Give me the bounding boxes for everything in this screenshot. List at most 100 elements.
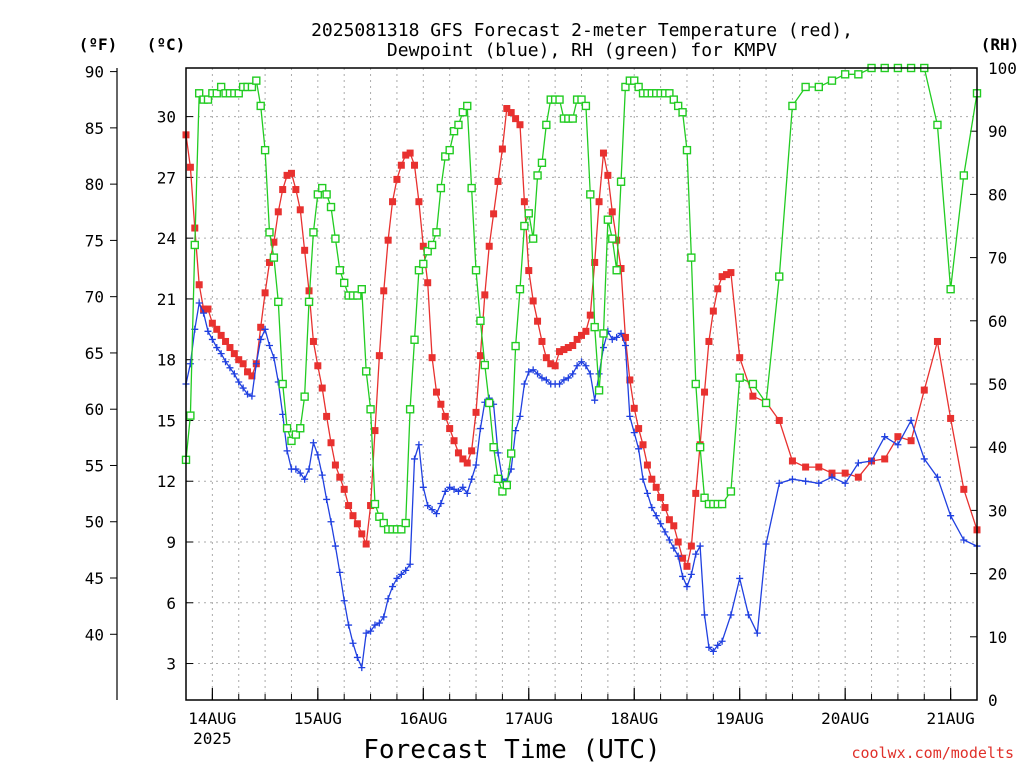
celsius-tick-label-12: 12 bbox=[157, 472, 176, 491]
temperature-point bbox=[617, 265, 625, 273]
rh-point bbox=[621, 82, 630, 92]
dewpoint-point bbox=[454, 487, 462, 495]
dewpoint-point bbox=[608, 335, 616, 343]
temperature-point bbox=[459, 455, 467, 463]
x-tick-label-15AUG: 15AUG bbox=[294, 709, 342, 728]
dewpoint-point bbox=[815, 479, 823, 487]
rh-point bbox=[260, 145, 270, 155]
rh-point bbox=[186, 411, 195, 420]
dewpoint-point bbox=[617, 329, 625, 337]
dewpoint-point bbox=[775, 479, 783, 487]
rh-point bbox=[366, 405, 375, 414]
rh-point bbox=[493, 474, 503, 483]
rh-tick-label-20: 20 bbox=[988, 565, 1007, 584]
dewpoint-point bbox=[661, 528, 669, 536]
fahrenheit-tick-label-65: 65 bbox=[85, 344, 104, 363]
dewpoint-point bbox=[516, 412, 524, 420]
rh-point bbox=[463, 101, 472, 111]
temperature-point bbox=[481, 291, 489, 299]
rh-tick-label-70: 70 bbox=[988, 249, 1007, 268]
temperature-point bbox=[296, 206, 304, 214]
temperature-point bbox=[802, 463, 810, 471]
rh-point bbox=[748, 379, 758, 389]
temperature-point bbox=[274, 208, 282, 216]
rh-point bbox=[331, 234, 340, 243]
temperature-point bbox=[718, 273, 726, 281]
rh-point bbox=[449, 126, 459, 136]
rh-point bbox=[616, 177, 626, 186]
temperature-point bbox=[894, 433, 902, 441]
temperature-point bbox=[287, 169, 295, 177]
temperature-point bbox=[608, 208, 616, 216]
rh-point bbox=[410, 335, 419, 344]
rh-point bbox=[296, 424, 305, 433]
dewpoint-point bbox=[432, 510, 440, 518]
dewpoint-point bbox=[788, 475, 796, 483]
dewpoint-point bbox=[257, 335, 265, 343]
dewpoint-point bbox=[687, 570, 695, 578]
rh-tick-label-50: 50 bbox=[988, 375, 1007, 394]
temperature-point bbox=[419, 242, 427, 250]
dewpoint-point bbox=[696, 542, 704, 550]
rh-point bbox=[419, 259, 428, 269]
dewpoint-point bbox=[327, 518, 335, 526]
rh-point bbox=[520, 221, 529, 231]
rh-point bbox=[528, 234, 538, 243]
rh-point bbox=[265, 228, 274, 237]
temperature-point bbox=[314, 362, 322, 370]
temperature-point bbox=[542, 354, 550, 362]
temperature-point bbox=[534, 317, 542, 325]
rh-point bbox=[423, 247, 432, 256]
dewpoint-point bbox=[230, 370, 238, 378]
dewpoint-point bbox=[907, 416, 915, 424]
dewpoint-point bbox=[529, 366, 537, 374]
rh-tick-label-60: 60 bbox=[988, 312, 1007, 331]
dewpoint-point bbox=[186, 360, 194, 368]
rh-point bbox=[291, 430, 301, 439]
rh-point bbox=[511, 341, 520, 351]
temperature-point bbox=[222, 337, 230, 345]
temperature-point bbox=[828, 469, 836, 477]
rh-point bbox=[726, 487, 736, 496]
dewpoint-point bbox=[960, 536, 968, 544]
dewpoint-point bbox=[639, 475, 647, 483]
temperature-point bbox=[292, 186, 300, 194]
dewpoint-point bbox=[397, 570, 405, 578]
temperature-point bbox=[525, 267, 533, 275]
rh-point bbox=[471, 266, 481, 275]
temperature-point bbox=[652, 483, 660, 491]
temperature-point bbox=[635, 425, 643, 433]
rh-point bbox=[612, 266, 621, 275]
temperature-point bbox=[723, 271, 731, 279]
rh-point bbox=[761, 398, 771, 408]
dewpoint-point bbox=[358, 664, 366, 672]
temperature-point bbox=[788, 457, 796, 465]
dewpoint-point bbox=[701, 611, 709, 619]
rh-point bbox=[691, 379, 700, 389]
dewpoint-point bbox=[367, 627, 375, 635]
dewpoint-point bbox=[261, 325, 269, 333]
dewpoint-point bbox=[213, 344, 221, 352]
rh-point bbox=[933, 120, 942, 130]
dewpoint-point bbox=[582, 362, 590, 370]
temperature-point bbox=[353, 520, 361, 528]
temperature-point bbox=[323, 412, 331, 420]
dewpoint-point bbox=[428, 506, 436, 514]
dewpoint-point bbox=[573, 362, 581, 370]
temperature-point bbox=[200, 305, 208, 313]
dewpoint-point bbox=[599, 344, 607, 352]
x-tick-sublabel-14AUG: 2025 bbox=[193, 729, 232, 748]
temperature-point bbox=[472, 408, 480, 416]
rh-point bbox=[375, 512, 384, 521]
temperature-point bbox=[512, 115, 520, 123]
temperature-point bbox=[503, 105, 511, 113]
temperature-point bbox=[621, 333, 629, 341]
dewpoint-point bbox=[674, 552, 682, 560]
dewpoint-point bbox=[512, 427, 520, 435]
dewpoint-point bbox=[402, 566, 410, 574]
temperature-point bbox=[340, 485, 348, 493]
plot-frame bbox=[185, 67, 978, 701]
axes: 3 6 9 12 15 18 21 24 27 30 40 45 50 55 60 65 70 75 80 85 90 0… bbox=[85, 59, 1017, 748]
rh-point bbox=[216, 82, 226, 92]
temperature-point bbox=[476, 352, 484, 360]
